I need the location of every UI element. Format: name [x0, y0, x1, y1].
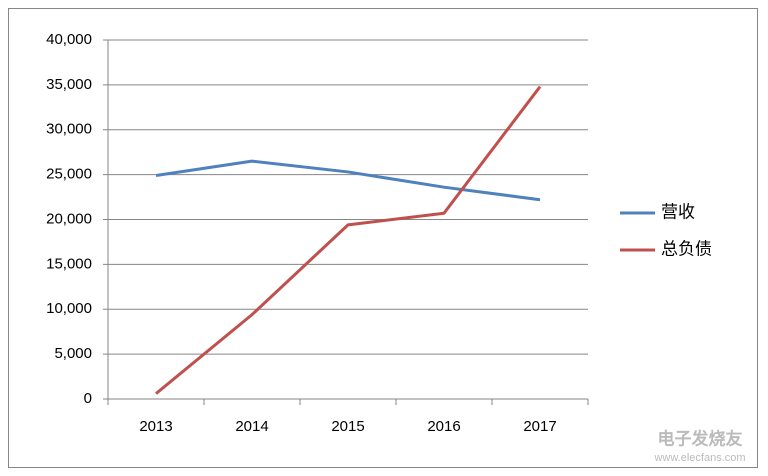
x-tick-label: 2014 — [235, 418, 268, 435]
y-tick-label: 10,000 — [46, 300, 92, 317]
x-tick-label: 2016 — [427, 418, 460, 435]
watermark-url: www.elecfans.com — [653, 452, 745, 464]
watermark-brand: 电子发烧友 — [658, 428, 743, 448]
y-tick-label: 20,000 — [46, 210, 92, 227]
x-tick-label: 2013 — [139, 418, 172, 435]
y-tick-label: 25,000 — [46, 166, 92, 183]
y-tick-label: 15,000 — [46, 255, 92, 272]
x-tick-label: 2017 — [523, 418, 556, 435]
y-tick-label: 5,000 — [54, 345, 92, 362]
legend-label: 总负债 — [661, 239, 712, 258]
y-tick-label: 30,000 — [46, 121, 92, 138]
x-tick-label: 2015 — [331, 418, 364, 435]
series-line — [155, 159, 541, 202]
y-tick-label: 35,000 — [46, 76, 92, 93]
series-line — [155, 85, 542, 395]
y-tick-label: 40,000 — [46, 31, 92, 48]
legend-label: 营收 — [661, 202, 695, 221]
y-tick-label: 0 — [84, 390, 92, 407]
